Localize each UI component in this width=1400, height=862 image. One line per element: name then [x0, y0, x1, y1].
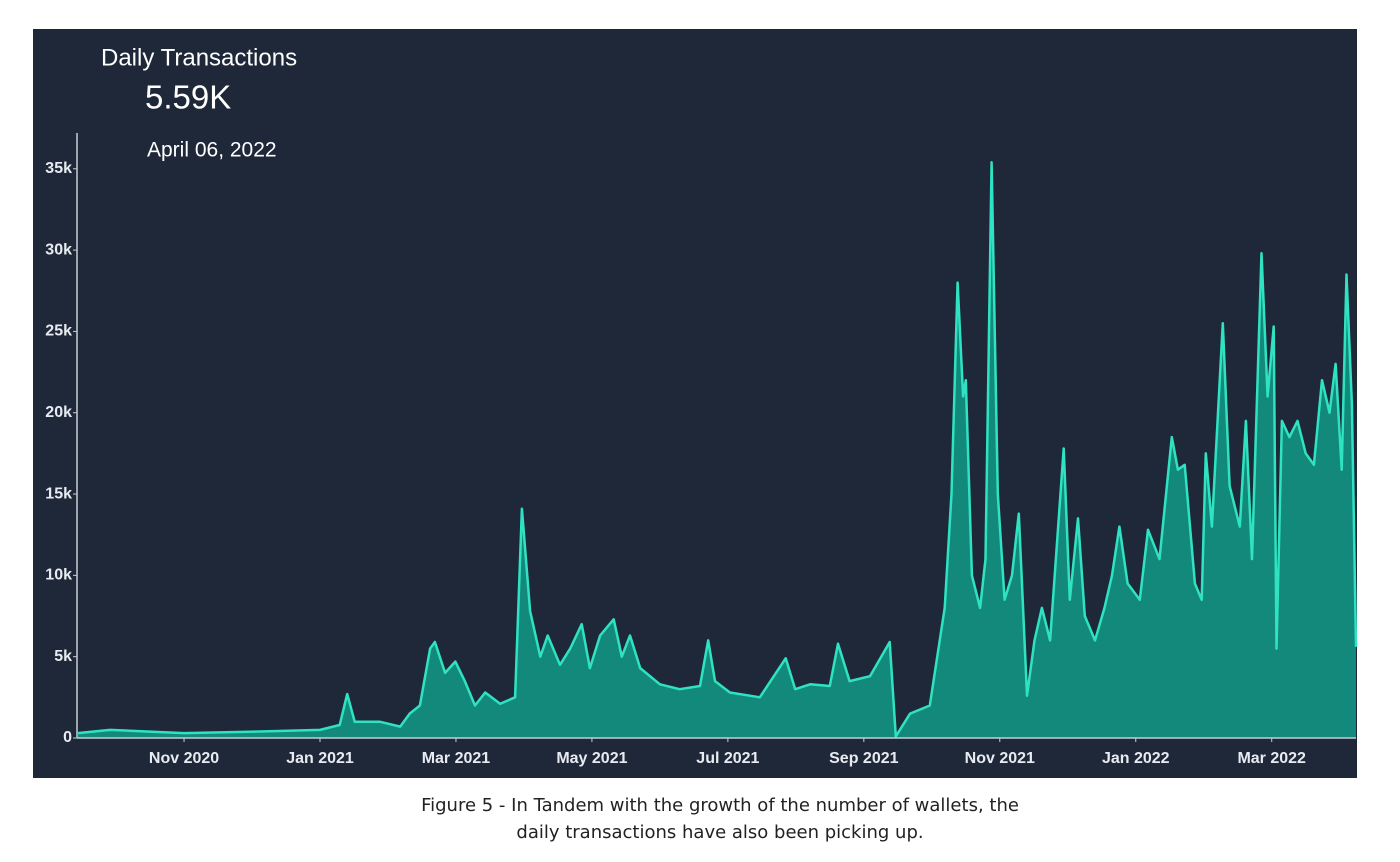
headline-date: April 06, 2022: [147, 139, 277, 162]
y-tick-label: 15k: [45, 485, 72, 502]
y-tick-label: 35k: [45, 160, 72, 177]
x-tick-label: Mar 2021: [422, 750, 491, 767]
y-tick-label: 5k: [54, 648, 72, 665]
plot: 0 5k 10k 15k 20k 25k 30k 35k Nov 2020 Jan 2021 Mar…: [45, 133, 1358, 767]
x-tick-label: Jul 2021: [696, 750, 759, 767]
y-tick-label: 10k: [45, 567, 72, 584]
x-tick-label: Mar 2022: [1237, 750, 1306, 767]
chart-title: Daily Transactions: [101, 44, 297, 71]
headline-value: 5.59K: [145, 79, 231, 116]
y-tick-label: 25k: [45, 323, 72, 340]
caption-line: daily transactions have also been pickin…: [516, 822, 923, 843]
x-tick-label: Nov 2021: [965, 750, 1035, 767]
area-line: [77, 161, 1358, 738]
x-tick-label: Jan 2022: [1102, 750, 1170, 767]
y-tick-label: 20k: [45, 404, 72, 421]
x-tick-label: Sep 2021: [829, 750, 898, 767]
y-tick-label: 30k: [45, 241, 72, 258]
x-tick-label: May 2021: [556, 750, 627, 767]
y-tick-label: 0: [63, 729, 72, 746]
caption-line: Figure 5 - In Tandem with the growth of …: [421, 795, 1019, 816]
x-tick-label: Jan 2021: [286, 750, 354, 767]
area-fill: [78, 162, 1356, 739]
x-tick-label: Nov 2020: [149, 750, 219, 767]
